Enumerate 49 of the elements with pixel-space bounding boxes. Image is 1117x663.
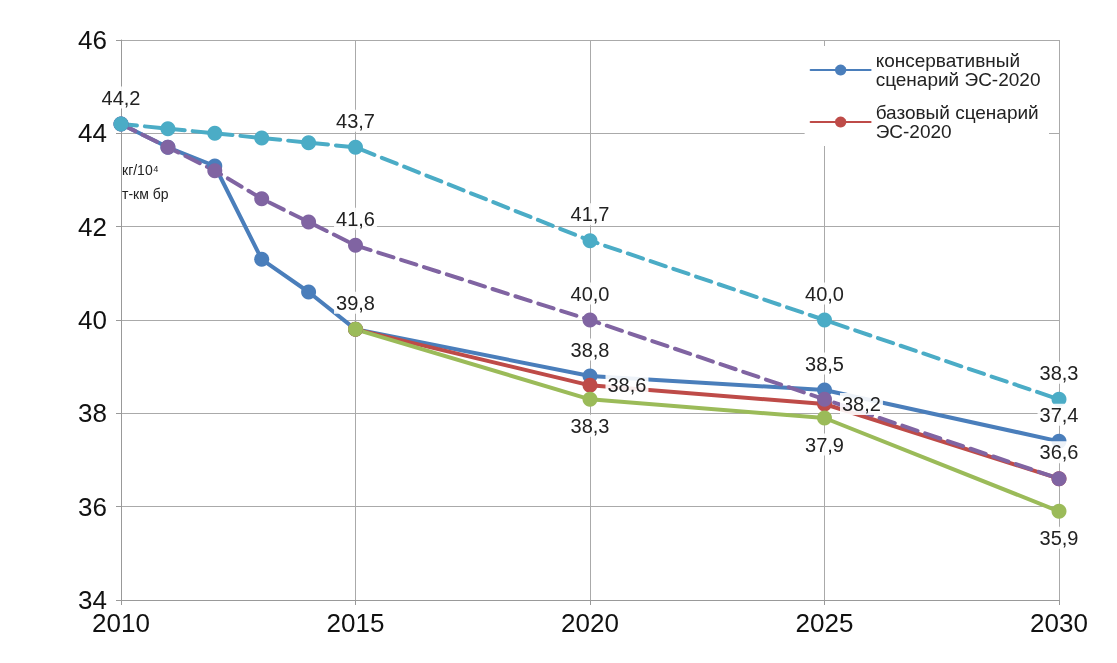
data-label: 37,9 <box>805 433 844 456</box>
data-label: 37,4 <box>1039 403 1079 426</box>
point <box>817 410 832 426</box>
x-tick-label: 2025 <box>795 608 854 638</box>
data-label: 43,7 <box>336 109 375 132</box>
point <box>1051 503 1067 519</box>
data-label: 38,5 <box>805 352 844 375</box>
point <box>348 139 363 155</box>
point <box>582 312 598 328</box>
data-label: 40,0 <box>805 282 844 305</box>
point <box>582 391 598 407</box>
data-label: 40,0 <box>570 282 610 305</box>
y-tick-label: 42 <box>78 211 107 242</box>
point <box>160 121 176 137</box>
data-label: 41,6 <box>336 207 375 230</box>
point <box>207 125 223 141</box>
legend-label: базовый сценарий ЭС-2020 <box>875 102 1044 142</box>
point <box>301 135 317 151</box>
data-label: 38,8 <box>570 338 610 361</box>
point <box>301 284 317 300</box>
data-label: 35,9 <box>1039 526 1079 549</box>
y-tick-label: 36 <box>78 491 107 522</box>
x-tick-label: 2030 <box>1030 608 1088 638</box>
data-label: 38,2 <box>842 393 881 415</box>
y-tick-label: 46 <box>78 25 107 55</box>
data-label: 36,6 <box>1039 441 1079 464</box>
point <box>817 312 832 328</box>
point <box>254 251 270 267</box>
y-tick-label: 40 <box>78 305 107 335</box>
data-label: 41,7 <box>570 203 610 226</box>
data-label: 38,6 <box>607 374 647 397</box>
point <box>254 130 270 146</box>
data-label: 38,3 <box>1039 361 1079 384</box>
y-tick-label: 44 <box>78 118 107 149</box>
y-tick-label: 38 <box>78 398 107 429</box>
point <box>582 233 598 249</box>
x-tick-label: 2015 <box>326 608 385 638</box>
point <box>817 391 832 407</box>
point <box>254 191 270 207</box>
point <box>348 237 363 253</box>
y-axis-title: кг/10⁴ т-км бр <box>122 162 169 202</box>
point <box>582 377 598 393</box>
data-label: 44,2 <box>101 86 141 109</box>
data-label: 39,8 <box>336 291 375 314</box>
data-label: 38,3 <box>570 414 610 437</box>
point <box>207 163 223 179</box>
x-tick-label: 2020 <box>561 608 619 638</box>
point <box>301 214 317 230</box>
legend-label: консервативный сценарий ЭС-2020 <box>875 50 1041 90</box>
